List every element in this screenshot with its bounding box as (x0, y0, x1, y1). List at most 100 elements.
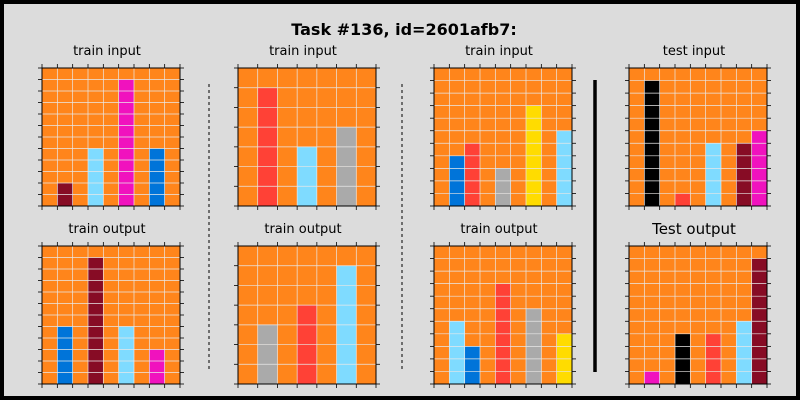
grid-cell (464, 371, 480, 384)
train-input-grid-2 (234, 64, 380, 210)
grid-cell (118, 137, 134, 149)
grid-cell (526, 130, 542, 144)
grid-cell (57, 326, 73, 338)
grid-cell (118, 171, 134, 183)
grid-border (237, 67, 377, 207)
grid-cell (297, 305, 317, 325)
grid-cell (118, 91, 134, 103)
separator-dashed-1 (208, 84, 210, 370)
grid-cell (736, 346, 752, 359)
grid-cell (495, 296, 511, 309)
grid-cell (644, 118, 660, 131)
grid-cell (751, 193, 767, 206)
grid-cell (556, 180, 572, 194)
panel-title-train-output-2: train output (264, 222, 342, 237)
grid-cell (257, 324, 278, 345)
grid-cell (449, 155, 465, 169)
panel-title-test-input: test input (662, 44, 726, 59)
grid-cell (526, 105, 542, 119)
grid-cell (705, 371, 721, 384)
grid-cell (257, 364, 278, 384)
grid-cell (526, 193, 542, 206)
grid-cell (449, 168, 465, 181)
grid-cell (449, 358, 465, 372)
grid-cell (257, 344, 278, 365)
grid-cell (336, 186, 357, 206)
grid-cell (336, 305, 357, 325)
grid-cell (644, 168, 660, 181)
grid-cell (705, 346, 721, 359)
grid-cell (88, 171, 104, 183)
grid-cell (495, 371, 511, 384)
train-input-grid-3 (430, 64, 576, 210)
grid-cell (736, 180, 752, 194)
grid-cell (336, 324, 357, 345)
grid-cell (88, 257, 104, 269)
grid-cell (556, 130, 572, 144)
grid-cell (336, 344, 357, 365)
grid-cell (118, 194, 134, 206)
grid-cell (297, 186, 317, 206)
grid-cell (336, 146, 357, 167)
grid-cell (464, 155, 480, 169)
grid-cell (736, 155, 752, 169)
grid-cell (705, 155, 721, 169)
grid-cell (118, 349, 134, 361)
grid-cell (297, 364, 317, 384)
grid-cell (257, 107, 278, 128)
grid-border (433, 245, 573, 385)
grid-cell (464, 168, 480, 181)
grid-cell (675, 193, 691, 206)
grid-cell (556, 371, 572, 384)
train-output-grid-1 (38, 242, 184, 388)
grid-cell (736, 168, 752, 181)
separator-solid (593, 80, 597, 372)
grid-cell (526, 371, 542, 384)
grid-cell (88, 194, 104, 206)
grid-cell (118, 183, 134, 195)
grid-cell (149, 171, 165, 183)
grid-cell (464, 346, 480, 359)
grid-cell (495, 168, 511, 181)
grid-cell (526, 143, 542, 156)
train-output-grid-2 (234, 242, 380, 388)
grid-cell (675, 333, 691, 347)
grid-cell (257, 186, 278, 206)
grid-cell (751, 143, 767, 156)
grid-cell (675, 358, 691, 372)
grid-cell (495, 308, 511, 322)
grid-cell (257, 87, 278, 108)
grid-cell (495, 346, 511, 359)
grid-cell (644, 105, 660, 119)
grid-cell (751, 371, 767, 384)
grid-cell (705, 193, 721, 206)
grid-border (628, 245, 768, 385)
grid-cell (297, 344, 317, 365)
grid-cell (464, 143, 480, 156)
grid-cell (149, 361, 165, 373)
panel-title-train-input-2: train input (269, 44, 337, 59)
grid-cell (495, 283, 511, 297)
grid-cell (88, 303, 104, 315)
grid-cell (556, 193, 572, 206)
grid-cell (675, 371, 691, 384)
grid-cell (88, 292, 104, 304)
grid-cell (88, 326, 104, 338)
grid-cell (644, 180, 660, 194)
grid-cell (464, 180, 480, 194)
grid-cell (644, 93, 660, 106)
grid-cell (449, 371, 465, 384)
grid-cell (751, 168, 767, 181)
grid-cell (88, 280, 104, 292)
grid-cell (644, 130, 660, 144)
panel-title-train-input-1: train input (73, 44, 141, 59)
grid-cell (751, 346, 767, 359)
grid-cell (705, 180, 721, 194)
grid-cell (336, 265, 357, 286)
train-input-grid-1 (38, 64, 184, 210)
grid-cell (118, 326, 134, 338)
grid-cell (495, 180, 511, 194)
grid-cell (526, 180, 542, 194)
grid-cell (556, 143, 572, 156)
grid-cell (526, 346, 542, 359)
